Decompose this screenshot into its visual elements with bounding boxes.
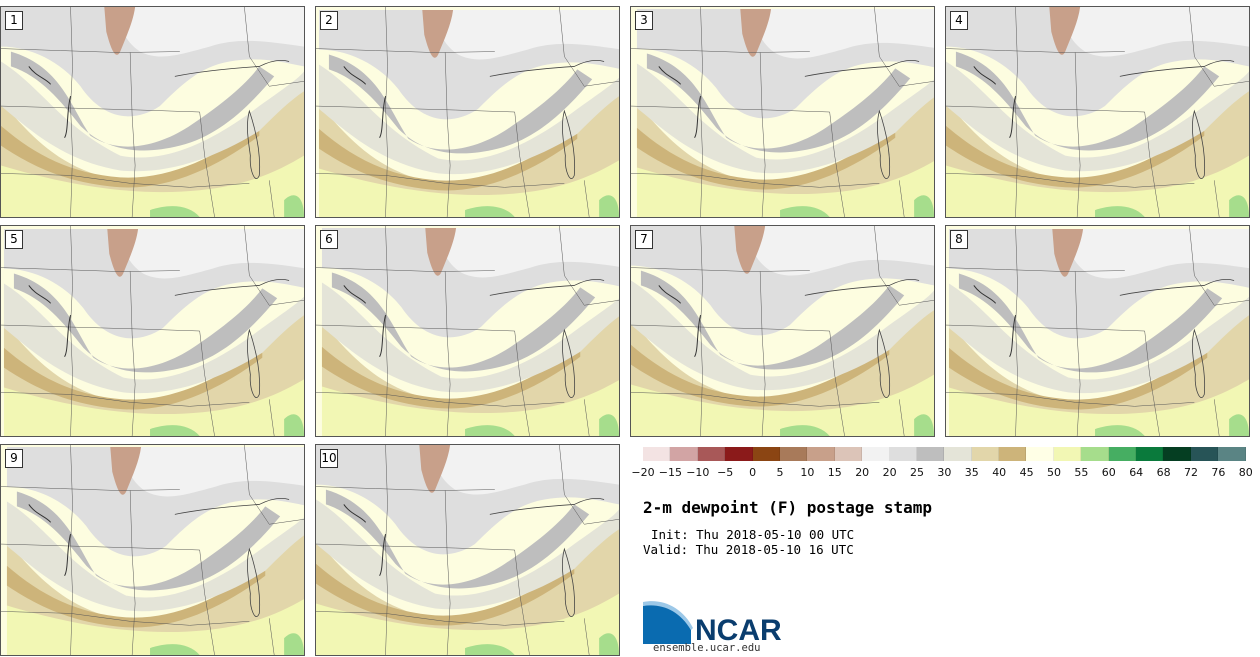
plot-title: 2-m dewpoint (F) postage stamp xyxy=(643,498,932,517)
dewpoint-map xyxy=(946,7,1249,217)
logo-url: ensemble.ucar.edu xyxy=(653,642,761,654)
dewpoint-map xyxy=(946,226,1249,436)
colorbar-box xyxy=(1108,447,1137,461)
colorbar xyxy=(643,447,1246,461)
colorbar-tick-label: 50 xyxy=(1047,466,1061,479)
colorbar-box xyxy=(889,447,917,461)
colorbar-tick-label: 15 xyxy=(827,466,842,479)
colorbar-tick-label: 30 xyxy=(937,466,952,479)
colorbar-box xyxy=(807,447,835,461)
map-panel-6: 6 xyxy=(315,225,620,437)
map-panel-9: 9 xyxy=(0,444,305,656)
colorbar-tick-label: 64 xyxy=(1129,466,1144,479)
dewpoint-map xyxy=(316,445,619,655)
colorbar-box xyxy=(1081,447,1109,461)
panel-number: 4 xyxy=(950,11,968,30)
colorbar-box xyxy=(971,447,1000,461)
dewpoint-map xyxy=(1,226,304,436)
colorbar-tick-label: 10 xyxy=(800,466,815,479)
colorbar-ticks: −20 −15 −10 −5 0 5 10 15 20 20 25 30 35 40 45 50 55 60 64 6… xyxy=(631,466,1252,480)
colorbar-box xyxy=(1163,447,1191,461)
colorbar-tick-label: 72 xyxy=(1184,466,1198,479)
panel-number: 3 xyxy=(635,11,653,30)
colorbar-tick-label: 76 xyxy=(1211,466,1226,479)
colorbar-box xyxy=(752,447,780,461)
colorbar-box xyxy=(1190,447,1219,461)
colorbar-box xyxy=(999,447,1027,461)
map-panel-8: 8 xyxy=(945,225,1250,437)
colorbar-tick-label: 20 xyxy=(882,466,897,479)
map-panel-10: 10 xyxy=(315,444,620,656)
colorbar-tick-label: 45 xyxy=(1019,466,1034,479)
panel-number: 1 xyxy=(5,11,23,30)
dewpoint-map xyxy=(631,226,934,436)
colorbar-box xyxy=(779,447,808,461)
colorbar-tick-label: 68 xyxy=(1156,466,1171,479)
colorbar-box xyxy=(916,447,945,461)
dewpoint-map xyxy=(1,7,304,217)
colorbar-box xyxy=(1136,447,1164,461)
colorbar-tick-label: 5 xyxy=(776,466,784,479)
panel-number: 7 xyxy=(635,230,653,249)
colorbar-box xyxy=(834,447,863,461)
logo-text: NCAR xyxy=(695,614,782,644)
colorbar-tick-label: −20 xyxy=(631,466,655,479)
ncar-logo: NCAR xyxy=(643,601,782,644)
panel-number: 9 xyxy=(5,449,23,468)
colorbar-box xyxy=(1053,447,1082,461)
valid-time: Valid: Thu 2018-05-10 16 UTC xyxy=(643,542,854,557)
colorbar-tick-label: 40 xyxy=(992,466,1007,479)
colorbar-box xyxy=(670,447,698,461)
map-panel-5: 5 xyxy=(0,225,305,437)
colorbar-tick-label: −10 xyxy=(686,466,710,479)
panel-number: 10 xyxy=(320,449,338,468)
colorbar-tick-label: 0 xyxy=(749,466,757,479)
map-panel-2: 2 xyxy=(315,6,620,218)
colorbar-tick-label: 35 xyxy=(964,466,979,479)
dewpoint-map xyxy=(1,445,304,655)
colorbar-box xyxy=(1218,447,1246,461)
colorbar-box xyxy=(697,447,726,461)
colorbar-tick-label: −15 xyxy=(658,466,682,479)
colorbar-box xyxy=(862,447,890,461)
panel-number: 8 xyxy=(950,230,968,249)
dewpoint-map xyxy=(316,226,619,436)
colorbar-tick-label: −5 xyxy=(717,466,734,479)
colorbar-tick-label: 55 xyxy=(1074,466,1089,479)
colorbar-box xyxy=(643,447,671,461)
colorbar-tick-label: 80 xyxy=(1238,466,1253,479)
colorbar-tick-label: 60 xyxy=(1101,466,1116,479)
dewpoint-map xyxy=(631,7,934,217)
colorbar-box xyxy=(725,447,753,461)
map-panel-3: 3 xyxy=(630,6,935,218)
map-panel-7: 7 xyxy=(630,225,935,437)
panel-number: 2 xyxy=(320,11,338,30)
colorbar-tick-label: 25 xyxy=(910,466,924,479)
map-panel-1: 1 xyxy=(0,6,305,218)
colorbar-tick-label: 20 xyxy=(855,466,870,479)
colorbar-box xyxy=(944,447,972,461)
init-time: Init: Thu 2018-05-10 00 UTC xyxy=(651,527,855,542)
panel-number: 6 xyxy=(320,230,338,249)
panel-number: 5 xyxy=(5,230,23,249)
dewpoint-map xyxy=(316,7,619,217)
map-panel-4: 4 xyxy=(945,6,1250,218)
colorbar-box xyxy=(1026,447,1054,461)
